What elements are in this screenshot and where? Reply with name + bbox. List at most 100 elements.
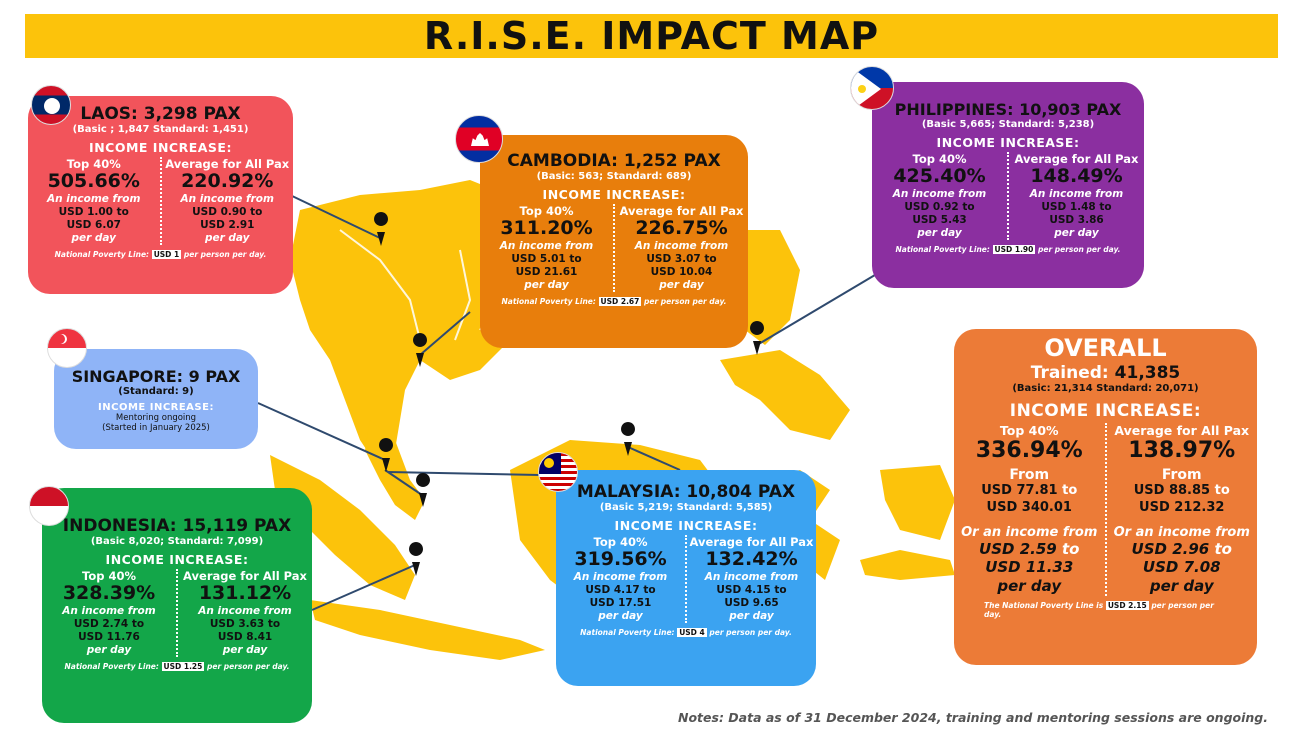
page-title: R.I.S.E. IMPACT MAP — [423, 14, 880, 58]
flag-indonesia-icon — [29, 486, 69, 526]
indonesia-top-label: Top 40% — [82, 568, 136, 583]
malaysia-top-label: Top 40% — [593, 534, 648, 549]
laos-avg-from: USD 0.90 to — [192, 205, 263, 218]
cambodia-poverty-line: National Poverty Line: USD 2.67 per pers… — [501, 297, 727, 307]
malaysia-poverty-line: National Poverty Line: USD 4 per person … — [580, 628, 792, 638]
laos-subtitle: (Basic ; 1,847 Standard: 1,451) — [72, 123, 249, 135]
singapore-card: SINGAPORE: 9 PAX (Standard: 9) INCOME IN… — [54, 349, 258, 449]
philippines-top40: Top 40% 425.40% An income from USD 0.92 t… — [872, 152, 1007, 240]
overall-top-label: Top 40% — [999, 422, 1059, 438]
malaysia-avg-pct: 132.42% — [705, 547, 798, 570]
cambodia-top-from: USD 5.01 to — [511, 252, 582, 265]
indonesia-income-label: INCOME INCREASE: — [105, 551, 249, 567]
overall-subtitle: (Basic: 21,314 Standard: 20,071) — [1012, 382, 1199, 394]
philippines-top-label: Top 40% — [912, 151, 967, 166]
singapore-mentoring: Mentoring ongoing — [115, 412, 197, 423]
laos-top-pct: 505.66% — [47, 169, 140, 192]
title-banner: R.I.S.E. IMPACT MAP — [25, 14, 1278, 58]
map-pin-icon — [413, 332, 428, 367]
indonesia-avg-to: USD 8.41 — [217, 630, 273, 643]
map-pin-icon — [621, 422, 636, 456]
malaysia-top40: Top 40% 319.56% An income from USD 4.17 t… — [556, 535, 685, 623]
philippines-card: PHILIPPINES: 10,903 PAX (Basic 5,665; St… — [872, 82, 1144, 288]
philippines-avg-label: Average for All Pax — [1014, 151, 1139, 166]
malaysia-top-from: USD 4.17 to — [585, 583, 656, 596]
philippines-avg-from: USD 1.48 to — [1041, 200, 1112, 213]
indonesia-poverty-line: National Poverty Line: USD 1.25 per pers… — [64, 662, 290, 672]
laos-average: Average for All Pax 220.92% An income fr… — [159, 156, 294, 246]
philippines-top-to: USD 5.43 — [912, 213, 967, 226]
indonesia-avg-label: Average for All Pax — [183, 568, 307, 583]
indonesia-title: INDONESIA: 15,119 PAX — [62, 516, 292, 536]
cambodia-avg-label: Average for All Pax — [619, 203, 744, 218]
map-pin-icon — [374, 212, 389, 246]
indonesia-top40: Top 40% 328.39% An income from USD 2.74 t… — [42, 569, 176, 657]
overall-avg-from: USD 88.85 to — [1133, 482, 1230, 498]
malaysia-avg-label: Average for All Pax — [689, 534, 814, 549]
cambodia-avg-from: USD 3.07 to — [646, 252, 717, 265]
laos-top-to: USD 6.07 — [66, 218, 121, 231]
philippines-avg-desc: An income from — [1029, 187, 1124, 200]
overall-avg-per: per day — [1149, 577, 1214, 596]
laos-top-per: per day — [71, 232, 117, 245]
cambodia-income-label: INCOME INCREASE: — [542, 186, 686, 202]
philippines-avg-to: USD 3.86 — [1049, 213, 1104, 226]
java — [310, 600, 545, 660]
overall-avg-or: Or an income from — [1113, 524, 1250, 540]
laos-avg-label: Average for All Pax — [165, 156, 290, 171]
philippines-top-desc: An income from — [892, 187, 987, 200]
overall-top-daily-from: USD 2.59 to — [979, 539, 1080, 558]
cambodia-top40: Top 40% 311.20% An income from USD 5.01 t… — [480, 204, 613, 292]
philippines-avg-per: per day — [1054, 227, 1099, 240]
overall-avg-pct: 138.97% — [1128, 437, 1236, 463]
indonesia-top-pct: 328.39% — [62, 581, 156, 604]
philippines-income-label: INCOME INCREASE: — [936, 134, 1080, 150]
cambodia-top-pct: 311.20% — [500, 216, 593, 239]
overall-avg-from-label: From — [1161, 466, 1202, 483]
laos-avg-to: USD 2.91 — [200, 218, 255, 231]
overall-top-from-label: From — [1009, 466, 1050, 483]
singapore-title: SINGAPORE: 9 PAX — [71, 367, 241, 386]
map-pins — [374, 212, 765, 576]
laos-top-label: Top 40% — [66, 156, 121, 171]
philippines-avg-pct: 148.49% — [1030, 164, 1123, 187]
cambodia-top-to: USD 21.61 — [515, 265, 578, 278]
map-pin-icon — [409, 542, 424, 576]
malaysia-avg-from: USD 4.15 to — [716, 583, 787, 596]
overall-top-from: USD 77.81 to — [981, 482, 1078, 498]
overall-avg-label: Average for All Pax — [1114, 422, 1250, 438]
overall-poverty-line: The National Poverty Line is USD 2.15 pe… — [984, 600, 1214, 619]
flag-malaysia-icon — [538, 452, 578, 492]
eastern-islands — [860, 550, 955, 580]
laos-top40: Top 40% 505.66% An income from USD 1.00 t… — [28, 157, 160, 245]
cambodia-top-desc: An income from — [499, 239, 594, 252]
overall-top-to: USD 340.01 — [986, 499, 1072, 515]
cambodia-subtitle: (Basic: 563; Standard: 689) — [536, 170, 692, 182]
cambodia-avg-desc: An income from — [634, 239, 729, 252]
laos-top-from: USD 1.00 to — [58, 205, 129, 218]
indonesia-avg-pct: 131.12% — [198, 581, 292, 604]
overall-top-per: per day — [997, 577, 1062, 596]
malaysia-subtitle: (Basic 5,219; Standard: 5,585) — [599, 501, 773, 513]
indonesia-avg-per: per day — [222, 644, 268, 657]
malaysia-top-per: per day — [598, 610, 643, 623]
overall-card: OVERALL Trained: 41,385 (Basic: 21,314 S… — [954, 329, 1257, 665]
cambodia-title: CAMBODIA: 1,252 PAX — [507, 151, 721, 171]
papua — [880, 465, 955, 540]
malaysia-avg-desc: An income from — [704, 570, 799, 583]
laos-poverty-line: National Poverty Line: USD 1 per person … — [54, 250, 267, 260]
overall-avg-daily-to: USD 7.08 — [1142, 558, 1221, 577]
singapore-started: (Started in January 2025) — [102, 423, 210, 434]
laos-income-label: INCOME INCREASE: — [89, 139, 232, 155]
laos-avg-pct: 220.92% — [181, 169, 274, 192]
philippines-title: PHILIPPINES: 10,903 PAX — [894, 100, 1122, 119]
cambodia-avg-per: per day — [659, 279, 704, 292]
overall-top-or: Or an income from — [961, 524, 1098, 540]
map-pin-icon — [750, 321, 765, 355]
malaysia-top-to: USD 17.51 — [589, 596, 652, 609]
indonesia-average: Average for All Pax 131.12% An income fr… — [176, 568, 312, 658]
map-pin-icon — [416, 473, 431, 507]
singapore-income-label: INCOME INCREASE: — [98, 401, 214, 413]
laos-avg-per: per day — [204, 232, 250, 245]
map-pin-icon — [379, 438, 394, 472]
